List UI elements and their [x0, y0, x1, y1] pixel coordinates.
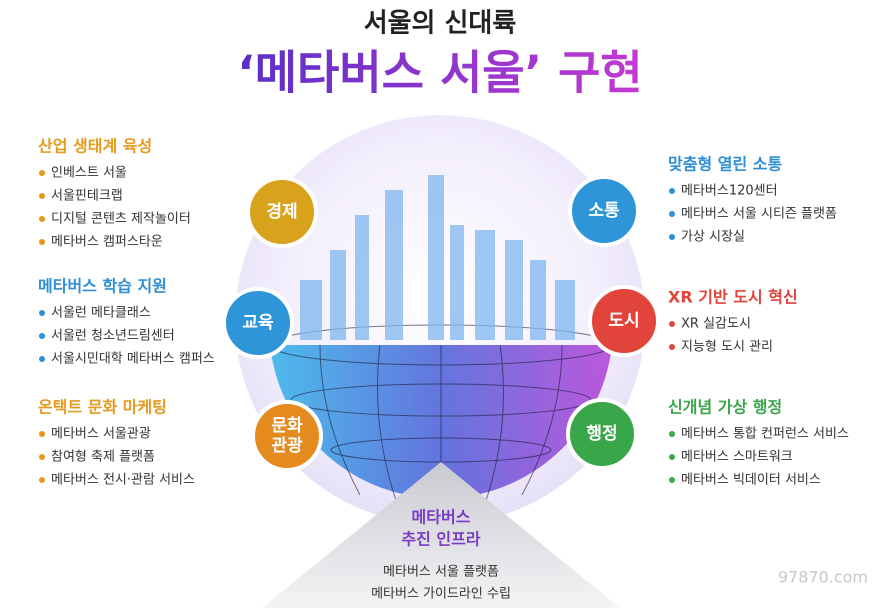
infra-heading: 추진 인프라 [401, 530, 480, 549]
bullet [39, 216, 45, 222]
section-item: 메타버스 스마트워크 [681, 450, 793, 465]
bullet [39, 193, 45, 199]
section-heading: 산업 생태계 육성 [38, 137, 152, 156]
category-label: 관광 [271, 436, 303, 456]
section-item: 가상 시장실 [681, 230, 745, 245]
infra-base [262, 462, 620, 608]
bullet [669, 477, 675, 483]
category-circle [568, 175, 640, 247]
section-item: 서울시민대학 메타버스 캠퍼스 [51, 352, 215, 367]
category-label: 소통 [588, 201, 620, 221]
bullet [39, 170, 45, 176]
bullet [39, 477, 45, 483]
section-item: 메타버스 서울관광 [51, 427, 151, 442]
category-label: 문화 [271, 416, 303, 436]
infra-item: 메타버스 가이드라인 수립 [371, 587, 511, 602]
section-heading: 온택트 문화 마케팅 [38, 398, 167, 417]
section-heading: 신개념 가상 행정 [668, 398, 782, 417]
section-item: 서울런 청소년드림센터 [51, 329, 175, 344]
bullet [39, 333, 45, 339]
section-heading: 메타버스 학습 지원 [38, 277, 167, 296]
bullet [669, 431, 675, 437]
section-item: 메타버스 서울 시티즌 플랫폼 [681, 207, 837, 222]
bullet [669, 234, 675, 240]
category-circle [566, 398, 638, 470]
section-item: 메타버스 빅데이터 서비스 [681, 473, 821, 488]
category-label: 행정 [586, 424, 617, 444]
infra-heading: 메타버스 [412, 508, 471, 527]
watermark: 97870.com [778, 568, 868, 587]
bullet [669, 211, 675, 217]
category-circle [246, 176, 318, 248]
section-item: 메타버스 통합 컨퍼런스 서비스 [681, 427, 849, 442]
bullet [669, 321, 675, 327]
bullet [39, 310, 45, 316]
bullet [39, 431, 45, 437]
title: ‘메타버스 서울’ 구현 [237, 46, 643, 100]
subtitle: 서울의 신대륙 [364, 9, 517, 39]
section-item: 메타버스 캠퍼스타운 [51, 235, 163, 250]
section-heading: XR 기반 도시 혁신 [668, 288, 798, 307]
bullet [669, 344, 675, 350]
category-label: 경제 [266, 202, 297, 222]
category-circle [588, 285, 660, 357]
section-item: 서울런 메타클래스 [51, 306, 151, 321]
section-item: 지능형 도시 관리 [681, 340, 773, 355]
category-circle [222, 287, 294, 359]
bullet [669, 188, 675, 194]
category-label: 교육 [242, 313, 274, 333]
infra-item: 메타버스 서울 플랫폼 [383, 565, 499, 580]
city [300, 175, 575, 340]
bullet [39, 454, 45, 460]
bullet [669, 454, 675, 460]
bullet [39, 239, 45, 245]
section-heading: 맞춤형 열린 소통 [668, 155, 782, 174]
section-item: 참여형 축제 플랫폼 [51, 450, 155, 465]
section-item: 메타버스 전시·관람 서비스 [51, 473, 195, 488]
section-item: 인베스트 서울 [51, 166, 127, 181]
section-item: XR 실감도시 [681, 317, 751, 332]
section-item: 메타버스120센터 [681, 184, 778, 199]
section-item: 디지털 콘텐츠 제작놀이터 [51, 212, 191, 227]
bullet [39, 356, 45, 362]
section-item: 서울핀테크랩 [51, 189, 123, 204]
category-circle [251, 400, 323, 472]
category-label: 도시 [608, 311, 639, 331]
